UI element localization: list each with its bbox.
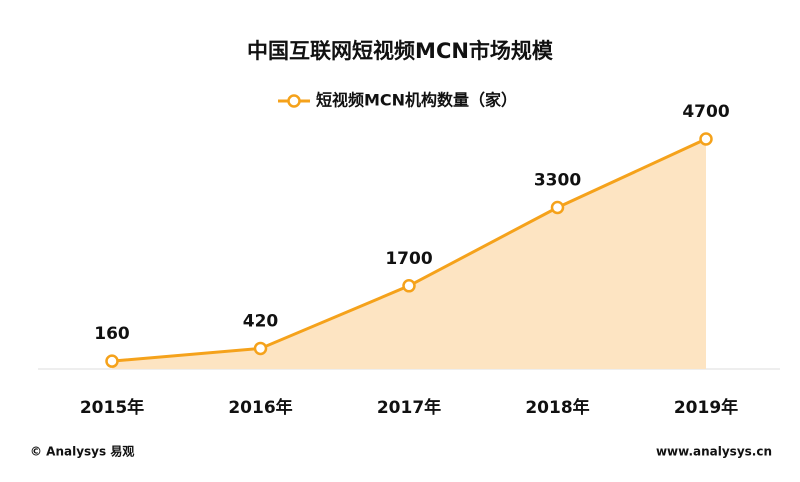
marker xyxy=(550,200,565,215)
x-tick-label: 2017年 xyxy=(377,397,441,418)
x-tick-label: 2016年 xyxy=(228,397,292,418)
x-tick-label: 2018年 xyxy=(525,397,589,418)
x-tick-label: 2015年 xyxy=(80,397,144,418)
chart-title: 中国互联网短视频MCN市场规模 xyxy=(247,39,554,63)
data-label: 3300 xyxy=(534,171,581,191)
data-label: 420 xyxy=(243,311,279,331)
marker xyxy=(402,279,416,293)
marker xyxy=(105,354,119,368)
marker xyxy=(253,341,268,356)
legend-label: 短视频MCN机构数量（家） xyxy=(316,91,517,110)
legend-marker xyxy=(287,94,301,108)
source: © Analysys 易观 xyxy=(30,445,134,459)
website: www.analysys.cn xyxy=(656,445,772,459)
data-label: 160 xyxy=(94,324,130,344)
marker xyxy=(699,132,713,146)
area xyxy=(112,139,706,369)
x-tick-label: 2019年 xyxy=(674,397,738,418)
data-label: 1700 xyxy=(385,249,432,269)
data-label: 4700 xyxy=(682,102,729,122)
